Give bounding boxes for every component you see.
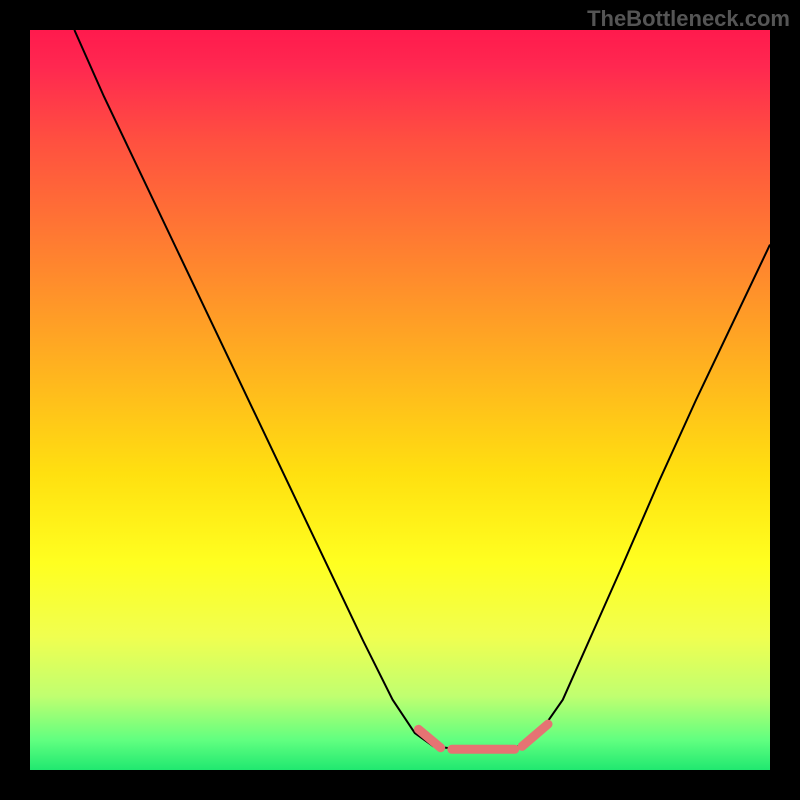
chart-container: TheBottleneck.com bbox=[0, 0, 800, 800]
plot-background bbox=[30, 30, 770, 770]
bottleneck-chart bbox=[0, 0, 800, 800]
watermark-text: TheBottleneck.com bbox=[587, 6, 790, 32]
